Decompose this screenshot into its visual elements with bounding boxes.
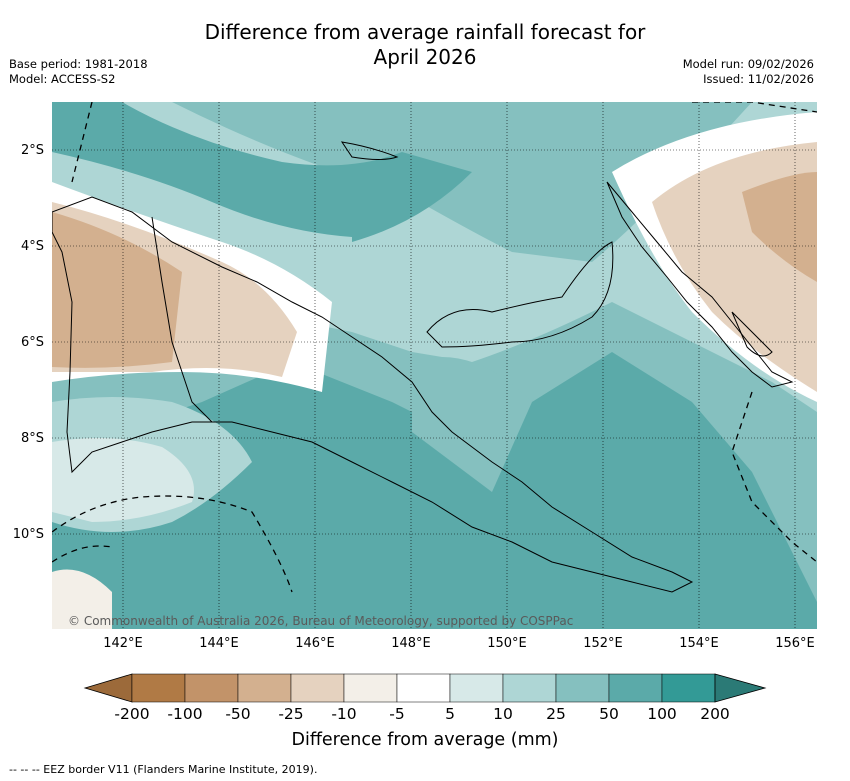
issued-date: Issued: 11/02/2026 [703,72,814,86]
eez-border-west [52,545,113,563]
colorbar-tick: -25 [278,705,304,723]
colorbar-tick: -5 [389,705,405,723]
rainfall-map-svg [52,102,817,629]
colorbar-swatch-11 [661,673,716,703]
colorbar-tick: -100 [167,705,203,723]
lon-label-146e: 146°E [295,636,335,651]
colorbar-tick: 50 [599,705,619,723]
lat-label-10s: 10°S [12,527,44,542]
lon-label-150e: 150°E [487,636,527,651]
meta-right: Model run: 09/02/2026 Issued: 11/02/2026 [683,57,814,87]
rainfall-map [52,102,817,629]
title-line-1: Difference from average rainfall forecas… [204,20,646,44]
graticule [52,102,817,629]
map-title: Difference from average rainfall forecas… [0,20,850,70]
colorbar-tick: 5 [445,705,455,723]
lat-label-6s: 6°S [20,335,44,350]
eez-border-southwest [52,495,293,593]
colorbar [83,673,767,703]
colorbar-swatch-10 [608,673,663,703]
colorbar-tick: 100 [647,705,677,723]
new-ireland-coastline [606,181,794,388]
lon-label-152e: 152°E [583,636,623,651]
lon-label-156e: 156°E [775,636,815,651]
lat-label-8s: 8°S [20,431,44,446]
contour-drier-west [52,212,182,368]
lat-label-2s: 2°S [20,143,44,158]
colorbar-swatch-2 [184,673,239,703]
lon-label-148e: 148°E [391,636,431,651]
colorbar-tick: 200 [700,705,730,723]
colorbar-swatch-5 [343,673,398,703]
base-period: Base period: 1981-2018 [9,57,148,71]
colorbar-title: Difference from average (mm) [291,730,559,750]
lon-label-144e: 144°E [199,636,239,651]
colorbar-swatch-1 [131,673,186,703]
manus-island [340,141,399,160]
contour-drier-east [742,172,817,282]
meta-left: Base period: 1981-2018 Model: ACCESS-S2 [9,57,148,87]
contour-central [412,357,532,492]
lon-label-154e: 154°E [679,636,719,651]
lon-label-142e: 142°E [103,636,143,651]
contour-50-north [52,102,472,242]
eez-border-north [71,102,93,183]
contour-band [52,152,352,248]
colorbar-tick: -200 [114,705,150,723]
copyright-notice: © Commonwealth of Australia 2026, Bureau… [68,614,574,628]
colorbar-tick: 10 [493,705,513,723]
colorbar-swatch-3 [237,673,292,703]
colorbar-swatch-6 [396,673,451,703]
colorbar-swatch-4 [290,673,345,703]
eez-legend-note: -- -- -- EEZ border V11 (Flanders Marine… [9,763,318,776]
colorbar-tick: -10 [331,705,357,723]
title-line-2: April 2026 [373,45,477,69]
colorbar-tick: -50 [225,705,251,723]
new-guinea-coastline [52,196,694,593]
model-name: Model: ACCESS-S2 [9,72,116,86]
colorbar-arrow-low [83,673,133,703]
lat-label-4s: 4°S [20,239,44,254]
colorbar-swatch-7 [449,673,504,703]
bougainville-coastline [731,311,773,357]
eez-border-northeast [692,102,817,113]
colorbar-tick: 25 [546,705,566,723]
colorbar-swatch-9 [555,673,610,703]
contour-southwest-dry [52,569,112,629]
model-run: Model run: 09/02/2026 [682,57,814,71]
colorbar-swatch-8 [502,673,557,703]
colorbar-arrow-high [714,673,767,703]
